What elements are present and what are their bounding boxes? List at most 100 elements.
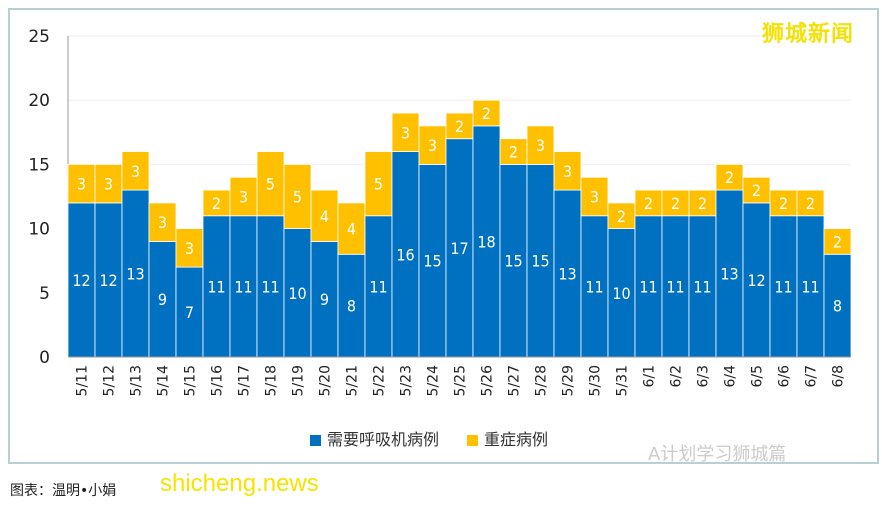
data-label: 11 [207,277,225,296]
x-tick-label: 5/25 [453,365,469,396]
y-tick-label: 15 [28,155,50,175]
data-label: 11 [693,277,711,296]
data-label: 3 [428,136,437,155]
x-tick-label: 5/17 [237,365,253,396]
x-tick-label: 5/20 [318,365,334,396]
bar-severe [607,202,636,229]
bar-severe [175,228,204,268]
x-tick-label: 5/15 [183,365,199,396]
data-label: 11 [666,277,684,296]
y-tick-label: 20 [28,91,50,111]
data-label: 4 [320,207,329,226]
legend: 需要呼吸机病例 重症病例 [310,426,548,450]
legend-item-ventilator: 需要呼吸机病例 [310,426,439,450]
watermark-wechat: A计划学习狮城篇 [648,444,787,465]
data-label: 11 [585,277,603,296]
data-label: 8 [347,297,356,316]
x-tick-label: 6/5 [750,365,766,388]
x-tick-label: 6/8 [831,365,847,388]
data-label: 11 [639,277,657,296]
data-label: 11 [369,277,387,296]
data-label: 2 [833,232,842,251]
data-label: 5 [374,175,383,194]
legend-label: 重症病例 [484,430,549,449]
data-label: 3 [77,175,86,194]
x-tick-label: 5/24 [426,365,442,397]
data-label: 10 [288,284,306,303]
bar-severe [418,125,447,165]
bar-ventilator [148,241,177,358]
bar-ventilator [175,266,204,358]
legend-swatch-blue [310,435,321,446]
data-label: 15 [531,252,549,271]
legend-item-severe: 重症病例 [467,426,548,450]
bar-ventilator [121,189,150,358]
x-tick-label: 5/18 [264,365,280,396]
data-label: 2 [752,181,761,200]
data-label: 2 [671,194,680,213]
bar-severe [337,202,366,255]
data-label: 2 [212,194,221,213]
bar-severe [553,151,582,191]
data-label: 9 [320,290,329,309]
bar-ventilator [418,163,447,358]
data-label: 2 [725,168,734,187]
x-tick-label: 5/31 [615,365,631,396]
x-tick-label: 6/7 [804,365,820,388]
bar-ventilator [715,189,744,358]
data-label: 11 [261,277,279,296]
data-label: 3 [401,123,410,142]
data-label: 11 [234,277,252,296]
bar-ventilator [229,215,258,358]
bar-severe [796,189,825,217]
bar-ventilator [769,215,798,358]
data-label: 16 [396,245,414,264]
data-label: 2 [455,117,464,136]
bar-ventilator [445,138,474,358]
data-label: 7 [185,303,194,322]
data-label: 12 [72,271,90,290]
bar-ventilator [580,215,609,358]
x-tick-label: 6/6 [777,365,793,388]
data-label: 3 [590,188,599,207]
x-tick-label: 6/4 [723,365,739,388]
data-label: 5 [293,188,302,207]
bar-severe [688,189,717,217]
x-tick-label: 5/11 [75,365,91,396]
bar-ventilator [391,151,420,358]
data-label: 12 [99,271,117,290]
bar-severe [634,189,663,217]
x-tick-label: 6/2 [669,365,685,388]
y-tick-label: 0 [39,348,50,368]
data-label: 17 [450,239,468,258]
data-label: 3 [104,175,113,194]
bar-severe [472,99,501,127]
data-label: 15 [504,252,522,271]
stacked-bar-chart: 05101520251235/111235/121335/13935/14735… [28,27,852,397]
data-label: 13 [720,265,738,284]
bar-severe [256,151,285,217]
bar-ventilator [472,125,501,358]
data-label: 13 [558,265,576,284]
data-label: 11 [801,277,819,296]
data-label: 2 [482,104,491,123]
y-tick-label: 5 [39,284,50,304]
bar-severe [202,189,231,217]
data-label: 3 [185,239,194,258]
data-label: 2 [806,194,815,213]
x-tick-label: 6/3 [696,365,712,388]
x-tick-label: 5/21 [345,365,361,396]
data-label: 5 [266,175,275,194]
bar-severe [769,189,798,217]
data-label: 18 [477,232,495,251]
x-tick-label: 6/1 [642,365,658,388]
data-label: 3 [563,162,572,181]
bar-severe [580,176,609,217]
bar-severe [823,228,852,255]
bar-severe [661,189,690,217]
bar-severe [742,176,771,204]
x-tick-label: 5/28 [534,365,550,396]
bar-severe [148,202,177,242]
watermark-site: shicheng.news [160,470,319,497]
x-tick-label: 5/22 [372,365,388,396]
